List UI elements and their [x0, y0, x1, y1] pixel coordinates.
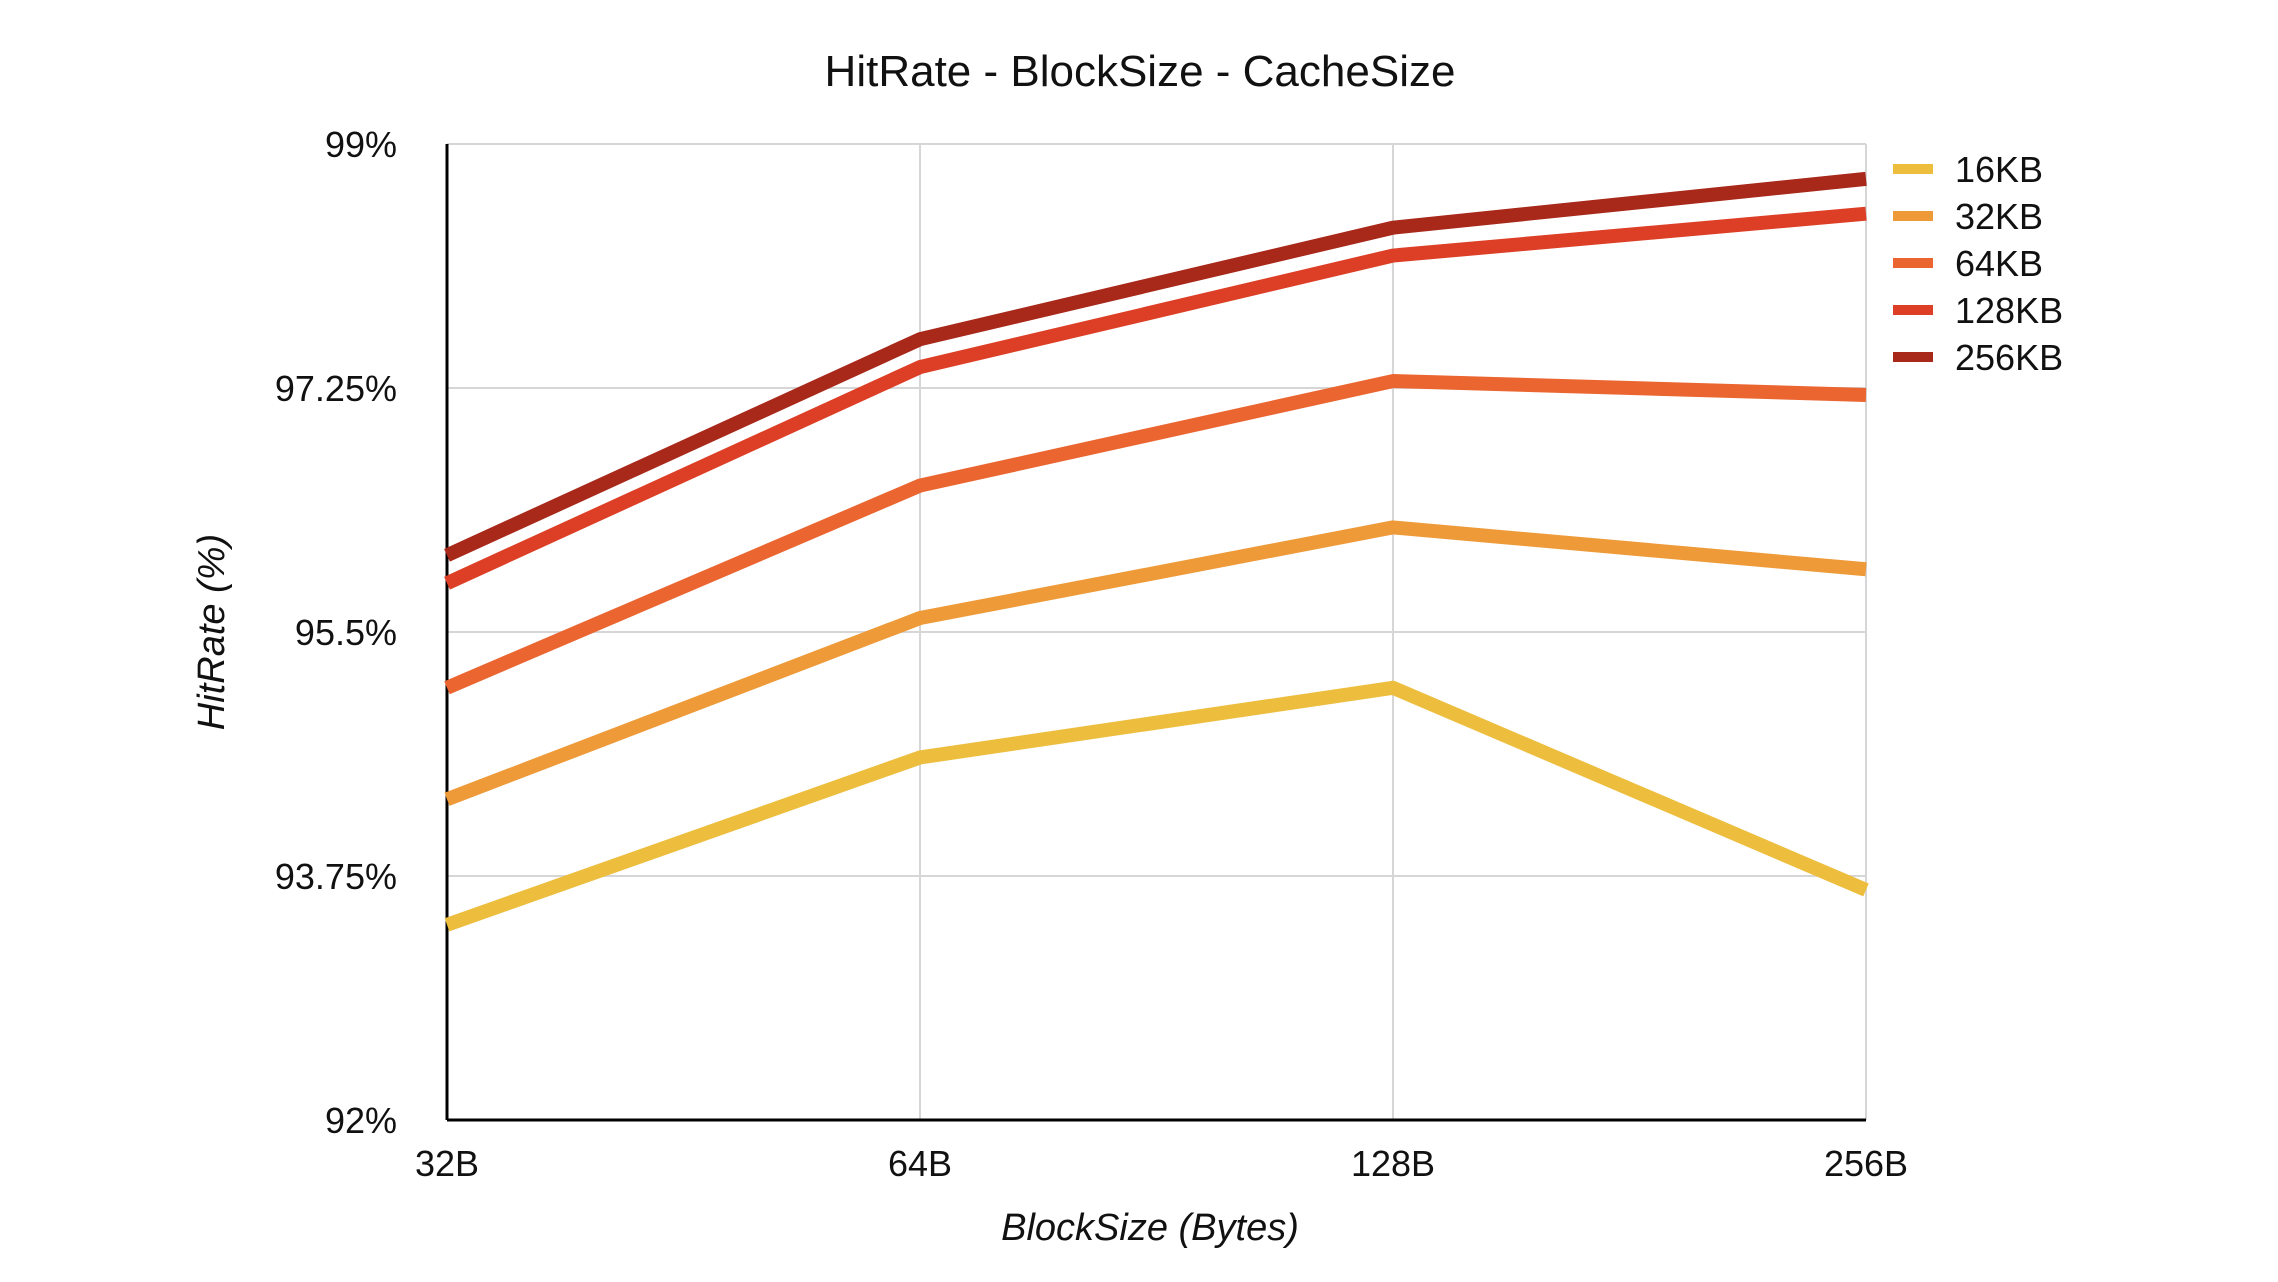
y-tick-label: 95.5% — [295, 612, 397, 653]
legend-label: 16KB — [1955, 149, 2043, 190]
y-tick-label: 99% — [325, 124, 397, 165]
gridlines — [447, 143, 1867, 1121]
series-line-64kb — [444, 374, 1867, 695]
series-lines — [444, 171, 1869, 932]
y-axis-label: HitRate (%) — [191, 534, 233, 730]
x-axis-label: BlockSize (Bytes) — [1001, 1207, 1299, 1249]
series-line-256kb — [444, 171, 1867, 562]
legend-label: 32KB — [1955, 196, 2043, 237]
legend-label: 256KB — [1955, 337, 2063, 378]
y-tick-label: 92% — [325, 1100, 397, 1141]
x-tick-label: 128B — [1351, 1143, 1435, 1184]
legend-label: 128KB — [1955, 290, 2063, 331]
series-line-32kb — [444, 520, 1867, 806]
legend-label: 64KB — [1955, 243, 2043, 284]
series-line-128kb — [444, 206, 1867, 590]
x-tick-label: 256B — [1824, 1143, 1908, 1184]
x-tick-label: 64B — [888, 1143, 952, 1184]
axes — [445, 144, 1866, 1122]
y-tick-label: 93.75% — [275, 856, 397, 897]
chart-title: HitRate - BlockSize - CacheSize — [825, 47, 1456, 96]
y-tick-labels: 92% 93.75% 95.5% 97.25% 99% — [275, 124, 397, 1141]
x-tick-labels: 32B 64B 128B 256B — [415, 1143, 1908, 1184]
legend: 16KB 32KB 64KB 128KB 256KB — [1893, 149, 2063, 378]
y-tick-label: 97.25% — [275, 368, 397, 409]
series-line-16kb — [444, 680, 1869, 932]
x-tick-label: 32B — [415, 1143, 479, 1184]
